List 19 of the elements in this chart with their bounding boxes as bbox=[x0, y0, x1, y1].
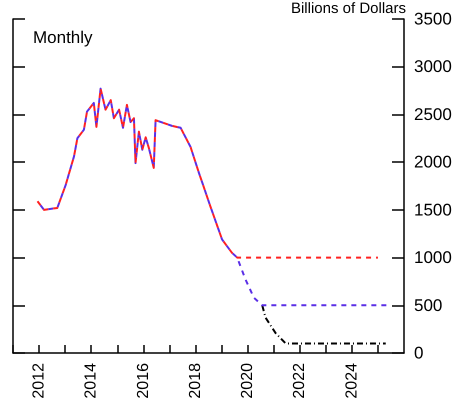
x-tick-label: 2014 bbox=[82, 362, 100, 399]
y-tick-label: 0 bbox=[414, 344, 424, 362]
line-series bbox=[261, 304, 387, 344]
x-tick-label: 2018 bbox=[186, 362, 204, 399]
x-tick-label: 2012 bbox=[30, 362, 48, 399]
y-tick-label: 500 bbox=[414, 296, 442, 315]
line-series bbox=[36, 88, 379, 259]
x-tick-label: 2016 bbox=[134, 362, 152, 399]
y-tick-label: 3000 bbox=[414, 57, 452, 76]
x-tick-label: 2024 bbox=[343, 362, 360, 399]
y-tick-label: 2500 bbox=[414, 104, 452, 124]
y-tick-label: 1500 bbox=[414, 200, 452, 220]
annotation: Monthly bbox=[33, 28, 94, 47]
x-tick-label: 2020 bbox=[239, 362, 256, 399]
y-tick-label: 1000 bbox=[414, 248, 452, 268]
y-tick-label: 3500 bbox=[414, 10, 452, 28]
y-tick-label: 2000 bbox=[414, 152, 452, 172]
x-tick-label: 2022 bbox=[291, 362, 308, 399]
y-axis-title: Billions of Dollars bbox=[290, 0, 406, 17]
